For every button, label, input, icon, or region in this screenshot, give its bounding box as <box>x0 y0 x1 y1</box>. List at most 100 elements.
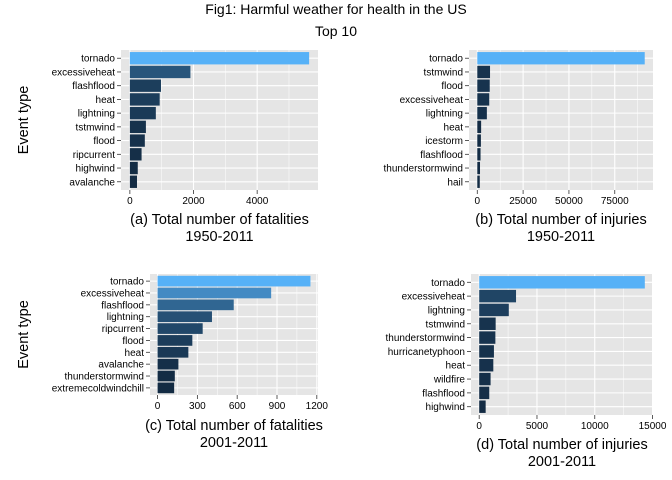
x-tick-label: 2000 <box>182 196 205 207</box>
bar-flood <box>157 335 193 346</box>
bar-excessiveheat <box>129 65 191 79</box>
bar-wildfire <box>479 372 491 386</box>
bar-heat <box>129 93 160 106</box>
x-tick-label: 4000 <box>246 196 269 207</box>
category-label-flashflood: flashflood <box>422 388 465 399</box>
category-label-lightning: lightning <box>428 305 465 316</box>
chart-panel-1: tornado excessiveheat flashflood heat lightn… <box>16 50 318 245</box>
y-axis-label: Event type <box>16 300 32 369</box>
category-label-tornado: tornado <box>81 54 115 65</box>
category-label-tornado: tornado <box>110 277 144 288</box>
bar-ripcurrent <box>157 323 203 334</box>
x-tick-label: 600 <box>229 401 246 412</box>
category-label-flood: flood <box>122 336 144 347</box>
bar-tstmwind <box>129 120 146 134</box>
category-label-flood: flood <box>93 136 115 147</box>
y-axis-label: Event type <box>16 86 32 155</box>
category-label-flashflood: flashflood <box>101 300 144 311</box>
x-tick-label: 15000 <box>639 421 667 432</box>
category-label-lightning: lightning <box>426 109 463 120</box>
chart-panel-2: tornado tstmwind flood excessiveheat lightni… <box>384 50 653 245</box>
bar-tstmwind <box>479 317 496 330</box>
x-tick-label: 50000 <box>555 196 583 207</box>
bar-tornado <box>157 275 311 287</box>
bar-hurricanetyphoon <box>479 345 494 358</box>
category-label-hurricanetyphoon: hurricanetyphoon <box>388 347 465 358</box>
category-label-wildfire: wildfire <box>433 375 466 386</box>
bar-lightning <box>477 106 487 120</box>
bar-tornado <box>129 52 310 65</box>
category-label-ripcurrent: ripcurrent <box>102 324 144 335</box>
bar-hail <box>477 175 480 188</box>
bar-flashflood <box>129 79 161 92</box>
bar-excessiveheat <box>479 289 517 303</box>
category-label-highwind: highwind <box>426 402 465 413</box>
x-tick-label: 0 <box>155 401 161 412</box>
category-label-thunderstormwind: thunderstormwind <box>384 164 463 175</box>
bar-icestorm <box>477 134 481 147</box>
x-axis-label: (b) Total number of injuries <box>475 212 646 228</box>
chart-panel-4: tornado excessiveheat lightning tstmwind thu… <box>386 274 667 470</box>
x-tick-label: 300 <box>189 401 206 412</box>
category-label-lightning: lightning <box>107 312 144 323</box>
chart-panel-3: tornadoexcessiveheatflashfloodlightningr… <box>16 274 328 451</box>
bar-extremecoldwindchill <box>157 382 175 394</box>
bar-heat <box>157 346 189 358</box>
bar-excessiveheat <box>157 287 272 299</box>
category-label-tstmwind: tstmwind <box>424 67 463 78</box>
category-label-excessiveheat: excessiveheat <box>400 95 464 106</box>
bar-heat <box>479 359 494 372</box>
bar-tornado <box>477 52 645 65</box>
x-axis-label: (a) Total number of fatalities <box>130 212 309 228</box>
x-axis-label: (c) Total number of fatalities <box>145 418 323 434</box>
category-label-icestorm: icestorm <box>425 136 463 147</box>
x-tick-label: 75000 <box>601 196 629 207</box>
category-label-flood: flood <box>441 81 463 92</box>
bar-lightning <box>129 106 156 120</box>
bar-lightning <box>479 303 509 317</box>
category-label-excessiveheat: excessiveheat <box>402 292 466 303</box>
category-label-highwind: highwind <box>76 164 115 175</box>
category-label-extremecoldwindchill: extremecoldwindchill <box>52 383 144 394</box>
bar-ripcurrent <box>129 148 142 161</box>
bar-highwind <box>129 161 138 175</box>
bar-thunderstormwind <box>157 370 175 382</box>
bar-lightning <box>157 311 212 323</box>
x-tick-label: 0 <box>127 196 133 207</box>
panel-background <box>469 50 653 190</box>
bar-avalanche <box>157 358 179 370</box>
bar-excessiveheat <box>477 93 490 106</box>
category-label-heat: heat <box>444 122 464 133</box>
x-tick-label: 0 <box>476 421 482 432</box>
x-axis-label-period: 1950-2011 <box>527 229 595 245</box>
category-label-tstmwind: tstmwind <box>426 319 465 330</box>
x-axis-label-period: 1950-2011 <box>185 229 253 245</box>
category-label-flashflood: flashflood <box>420 150 463 161</box>
category-label-thunderstormwind: thunderstormwind <box>386 333 465 344</box>
x-axis-label: (d) Total number of injuries <box>476 437 647 453</box>
category-label-excessiveheat: excessiveheat <box>81 288 145 299</box>
x-tick-label: 0 <box>474 196 480 207</box>
category-label-thunderstormwind: thunderstormwind <box>65 372 144 383</box>
category-label-tornado: tornado <box>429 54 463 65</box>
figure-subtitle: Top 10 <box>314 23 358 39</box>
x-axis-label-period: 2001-2011 <box>200 435 268 451</box>
category-label-heat: heat <box>125 348 145 359</box>
bar-thunderstormwind <box>477 161 481 175</box>
category-label-lightning: lightning <box>78 109 115 120</box>
bar-tornado <box>479 276 645 289</box>
bar-thunderstormwind <box>479 331 496 344</box>
bar-heat <box>477 120 482 134</box>
bar-flashflood <box>479 386 490 400</box>
x-tick-label: 10000 <box>581 421 609 432</box>
bar-flashflood <box>477 148 481 161</box>
bar-flood <box>477 79 490 92</box>
x-tick-label: 5000 <box>526 421 549 432</box>
category-label-excessiveheat: excessiveheat <box>52 67 116 78</box>
category-label-tstmwind: tstmwind <box>76 122 115 133</box>
bar-flashflood <box>157 299 234 311</box>
category-label-heat: heat <box>96 95 116 106</box>
category-label-flashflood: flashflood <box>72 81 115 92</box>
category-label-tornado: tornado <box>431 278 465 289</box>
